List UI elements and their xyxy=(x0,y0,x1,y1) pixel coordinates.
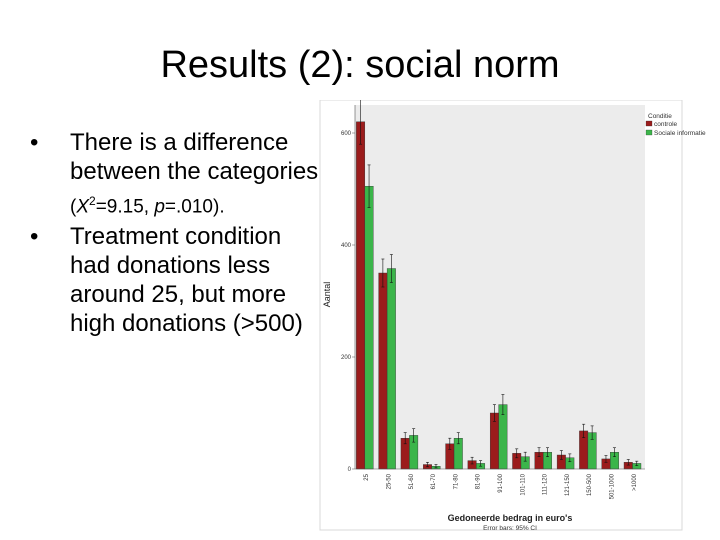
bullet-dot-icon: • xyxy=(30,223,39,251)
bullet-text-2: Treatment condition had donations less a… xyxy=(70,223,303,338)
bar-controle-1 xyxy=(378,272,388,470)
stat-mid: =9.15, xyxy=(95,196,155,218)
x-tick-label: 71-80 xyxy=(453,473,459,489)
stat-prefix: ( xyxy=(70,196,77,218)
y-tick-label: 600 xyxy=(341,131,352,137)
legend-label-0: controle xyxy=(654,121,678,128)
axes-layer: 0 200 400 600 25 25-50 51-60 61-70 71-80 81-90 91-… xyxy=(341,105,645,499)
x-tick-label: 91-100 xyxy=(498,473,504,492)
x-tick-label: 101-110 xyxy=(520,473,526,495)
bar-controle-0 xyxy=(356,121,366,470)
y-tick-label: 200 xyxy=(341,355,352,361)
stat-sup: 2 xyxy=(89,194,96,208)
y-tick-label: 400 xyxy=(341,243,352,249)
legend: Conditie controle Sociale informatie xyxy=(645,113,706,137)
x-tick-label: 150-500 xyxy=(587,473,593,496)
x-axis-sublabel: Error bars: 95% CI xyxy=(483,525,537,532)
stat-end: =.010). xyxy=(164,196,225,218)
stat-p: p xyxy=(154,196,165,218)
bullet-item-2: • Treatment condition had donations less… xyxy=(30,222,320,338)
x-axis-label: Gedoneerde bedrag in euro's xyxy=(448,513,573,523)
bar-chart: 0 200 400 600 25 25-50 51-60 61-70 71-80 81-90 91-… xyxy=(319,100,706,532)
x-tick-label: 81-90 xyxy=(476,473,482,489)
bar-sociale-informatie-1 xyxy=(386,268,396,470)
bullet-text-1: There is a difference between the catego… xyxy=(70,129,319,185)
bar-sociale-informatie-0 xyxy=(364,185,374,470)
bullet-item-1: • There is a difference between the cate… xyxy=(30,128,320,220)
y-tick-label: 0 xyxy=(348,467,352,473)
legend-label-1: Sociale informatie xyxy=(654,130,706,137)
x-tick-label: 25-50 xyxy=(386,473,392,489)
bullet-list: • There is a difference between the cate… xyxy=(30,128,320,340)
slide-title: Results (2): social norm xyxy=(160,44,560,86)
legend-title: Conditie xyxy=(648,113,672,120)
x-tick-label: 51-60 xyxy=(409,473,415,489)
chi-square-stat: (X2=9.15, p=.010). xyxy=(70,188,320,220)
y-axis-label: Aantal xyxy=(322,282,332,308)
x-tick-label: 121-150 xyxy=(565,473,571,496)
legend-swatch-1 xyxy=(645,129,653,136)
x-tick-label: 501-1000 xyxy=(610,473,616,499)
legend-swatch-0 xyxy=(645,120,653,127)
stat-chi: X xyxy=(76,196,90,218)
x-tick-label: >1000 xyxy=(632,473,638,491)
bullet-dot-icon: • xyxy=(30,129,39,156)
x-tick-label: 61-70 xyxy=(431,473,437,489)
x-tick-label: 111-120 xyxy=(543,473,549,495)
x-tick-label: 25 xyxy=(364,473,370,480)
